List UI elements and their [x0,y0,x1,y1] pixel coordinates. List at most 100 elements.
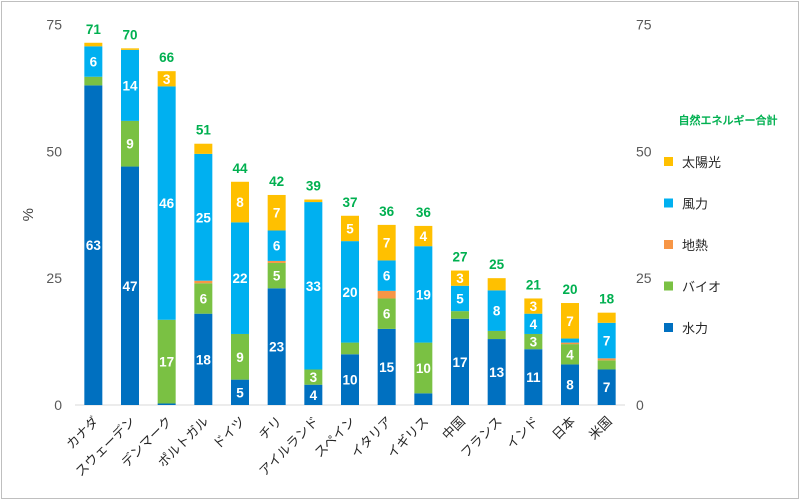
segment-label: 23 [269,340,285,355]
legend-label: 風力 [682,198,708,213]
bar-segment [231,333,249,380]
total-label: 42 [269,174,284,189]
bar-segment [451,318,469,405]
total-label: 36 [379,204,395,219]
bar-segment [157,403,176,405]
legend-swatch [664,240,673,249]
total-label: 66 [159,50,175,65]
bar-segment [341,241,359,343]
bar-segment [487,330,506,340]
y2-tick-label: 0 [636,397,644,413]
bar-segment [304,202,323,370]
segment-label: 8 [566,378,574,393]
bar-segment [194,153,213,281]
segment-label: 6 [200,291,208,306]
segment-label: 7 [603,334,611,349]
segment-label: 8 [236,195,244,210]
segment-label: 15 [379,360,395,375]
bar-segment [194,313,213,405]
category-label: 米国 [586,414,615,443]
segment-label: 5 [236,385,244,400]
bar-segment [121,48,139,50]
segment-label: 7 [383,236,391,251]
bar-segment [84,76,103,86]
category-label: 中国 [440,414,469,443]
labels: 63671カナダ4791470スウェーデン1746366デンマーク1862551… [64,22,616,480]
segment-label: 4 [310,388,318,403]
bar-segment [267,194,286,231]
segment-label: 3 [163,72,171,87]
segment-label: 3 [310,370,318,385]
segment-label: 3 [456,271,464,286]
segment-label: 13 [489,365,505,380]
segment-label: 19 [416,287,431,302]
bar-segment [561,364,579,405]
bar-segment [84,46,103,77]
bar-segment [561,344,579,365]
bar-segment [487,290,506,331]
y2-tick-label: 25 [636,270,652,286]
segment-label: 4 [566,347,574,362]
bar-segment [304,199,323,203]
category-label: フランス [458,414,505,461]
segment-label: 6 [273,239,281,254]
bar-segment [231,222,249,334]
segment-label: 20 [342,285,357,300]
total-label: 71 [86,22,102,37]
bar-segment [597,322,616,359]
bar-segment [157,319,176,404]
bar-segment [377,298,396,329]
category-label: チリ [256,414,285,443]
y-tick-label: 50 [46,143,62,159]
bar-segment [194,280,213,284]
total-label: 25 [489,257,505,272]
y-tick-label: 0 [54,397,62,413]
legend-swatch [664,198,673,208]
legend-label: 水力 [682,322,708,337]
bar-segment [561,342,579,345]
bar-segment [414,225,433,247]
legend-label: バイオ [682,281,721,296]
bar-segment [121,166,139,405]
bar-segment [597,312,616,323]
bar-segment [267,288,286,405]
total-label: 20 [562,282,577,297]
bar-segment [524,349,543,405]
segment-label: 33 [306,279,322,294]
legend-label: 太陽光 [682,156,721,171]
segment-label: 3 [530,299,538,314]
bar-segment [377,328,396,405]
segment-label: 5 [346,221,354,236]
bar-segment [84,42,103,47]
segment-label: 22 [232,271,247,286]
legend-title: 自然エネルギー合計 [679,113,778,127]
category-label: 日本 [550,414,579,443]
bar-segment [341,354,359,405]
total-label: 18 [599,292,615,307]
category-label: ドイツ [211,414,249,452]
total-label: 51 [196,123,212,138]
total-label: 44 [232,161,248,176]
bar-segment [487,339,506,405]
segment-label: 11 [526,370,541,385]
segment-label: 14 [122,78,138,93]
segment-label: 5 [273,269,281,284]
segment-label: 6 [90,55,98,70]
total-label: 37 [342,195,357,210]
segment-label: 9 [126,137,134,152]
total-label: 27 [452,250,467,265]
bar-segment [304,369,323,385]
segment-label: 63 [86,238,102,253]
bar-segment [377,260,396,291]
bar-segment [597,369,616,405]
y-tick-label: 25 [46,270,62,286]
segment-label: 9 [236,350,244,365]
legend-swatch [664,281,673,291]
bar-segment [561,303,579,339]
y2-tick-label: 50 [636,143,652,159]
total-label: 36 [416,205,432,220]
bar-segment [341,342,359,355]
segment-label: 8 [493,304,501,319]
